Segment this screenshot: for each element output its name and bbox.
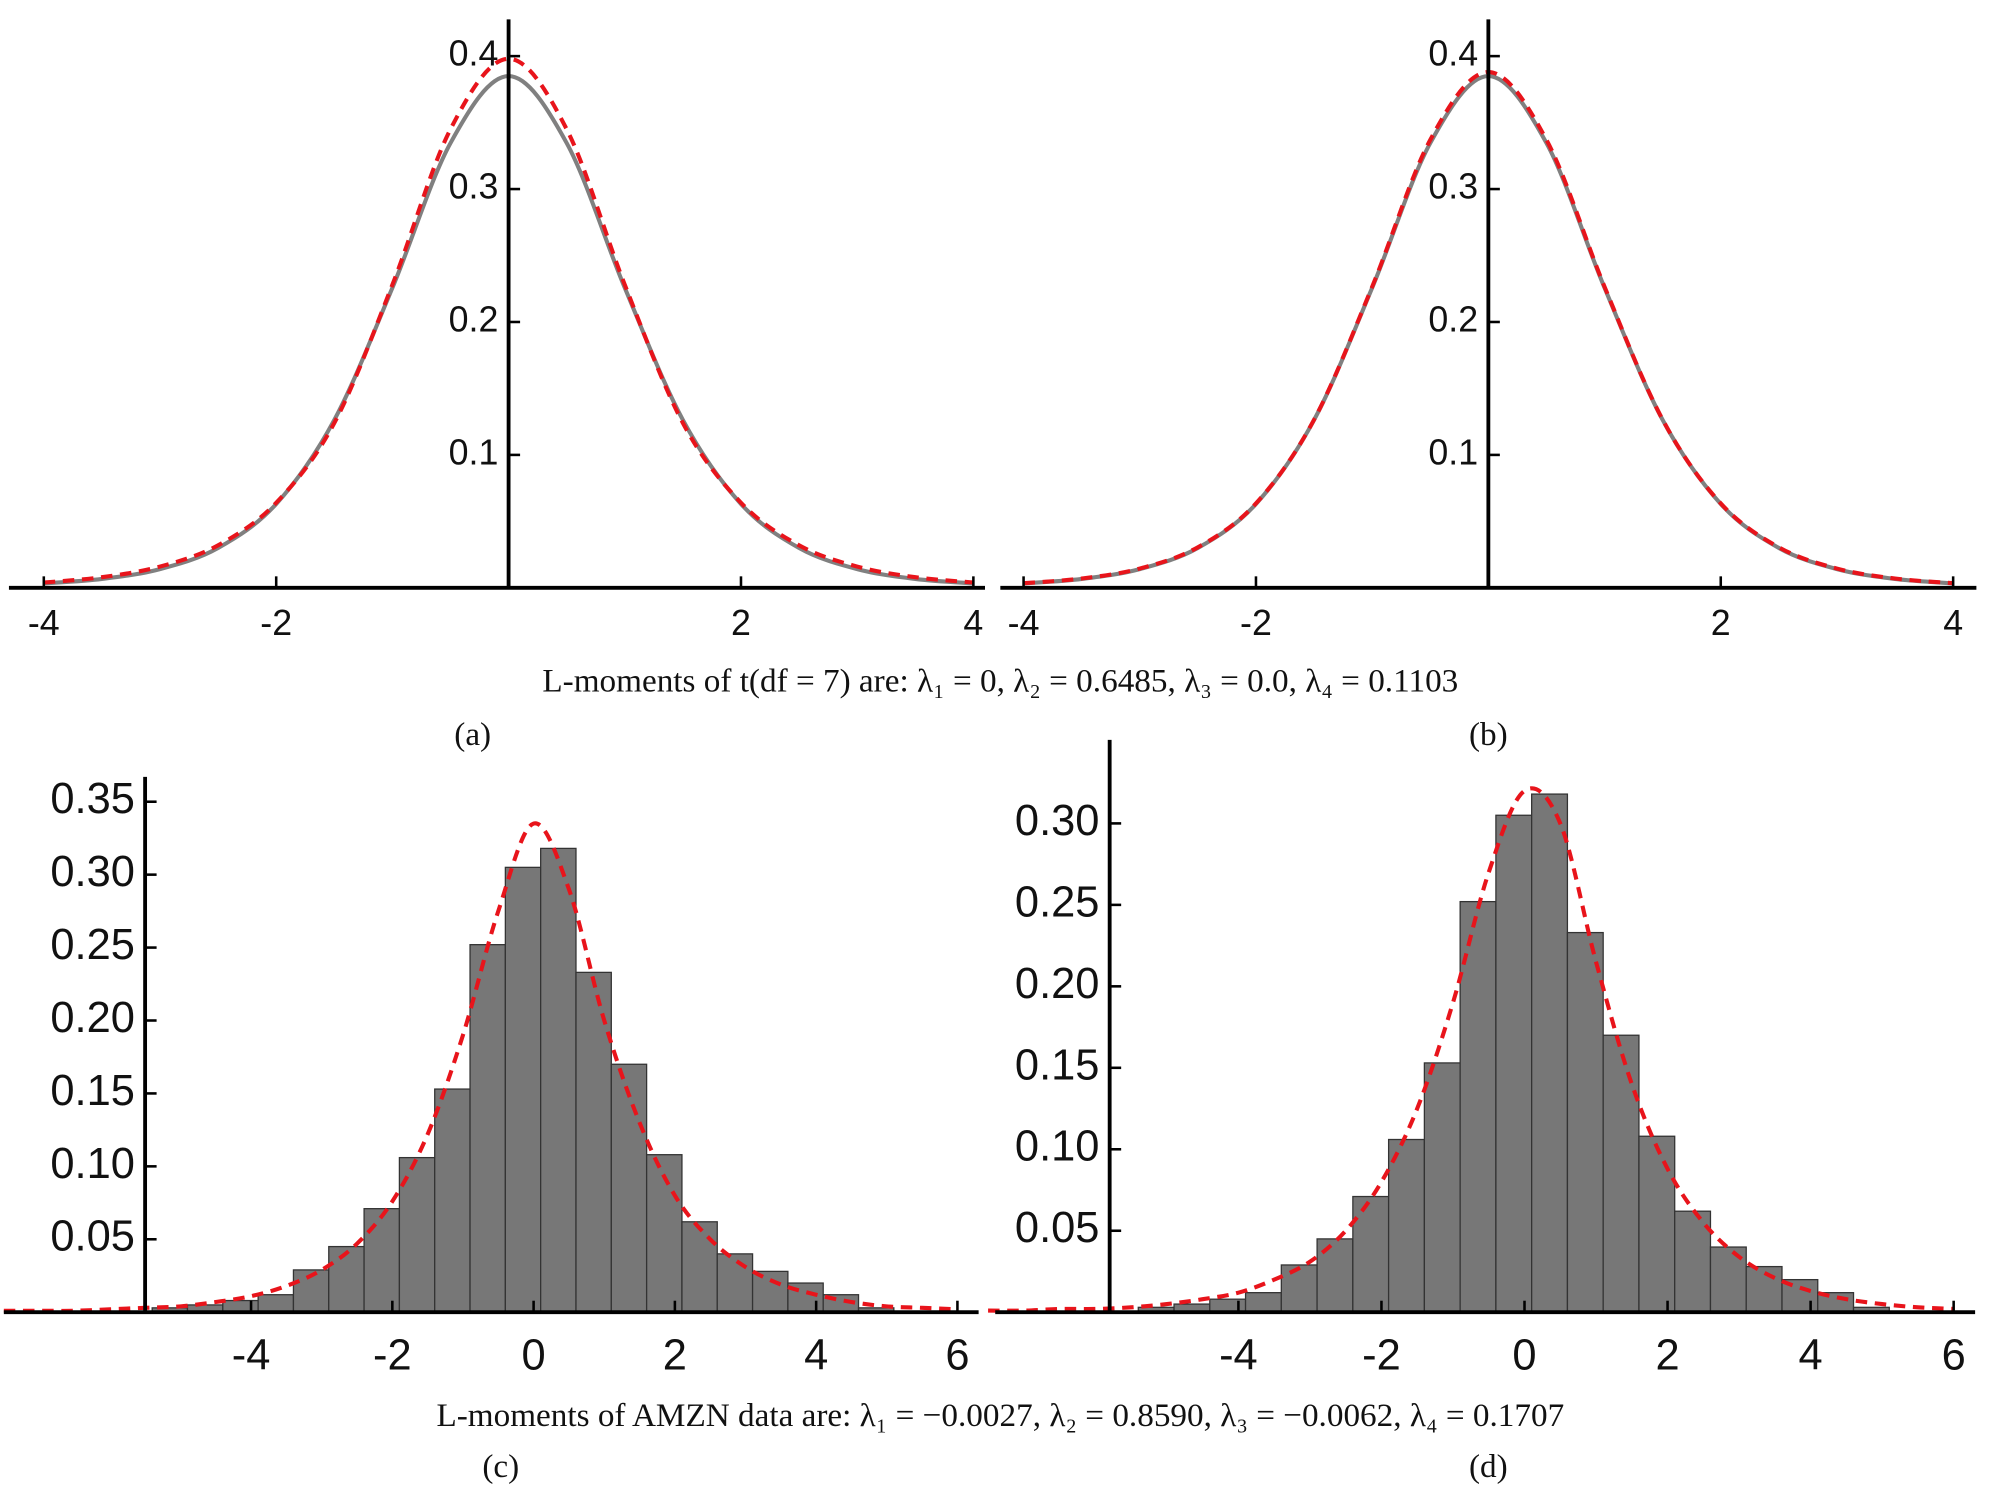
- bar: [1674, 1210, 1712, 1313]
- bar: [504, 866, 542, 1313]
- x-tick-label: 4: [804, 1331, 828, 1379]
- x-tick-label: -4: [1219, 1331, 1258, 1379]
- bar: [751, 1270, 789, 1313]
- y-tick-label: 0.25: [50, 921, 135, 969]
- y-tick-label: 0.10: [50, 1140, 135, 1188]
- x-tick-label: -4: [1008, 603, 1040, 643]
- x-tick-label: -4: [28, 603, 60, 643]
- y-tick-label: 0.3: [449, 167, 499, 207]
- y-tick-label: 0.1: [449, 432, 499, 472]
- bar: [1602, 1034, 1640, 1313]
- bar: [363, 1208, 401, 1313]
- bar: [1566, 931, 1604, 1313]
- panel-label: (b): [1469, 716, 1508, 753]
- panel-label: (a): [454, 716, 491, 753]
- x-tick-label: 6: [1942, 1331, 1966, 1379]
- bar: [1459, 900, 1497, 1313]
- x-tick-label: -2: [1240, 603, 1272, 643]
- x-tick-label: -2: [260, 603, 292, 643]
- bar: [1244, 1292, 1282, 1313]
- bar: [1387, 1138, 1426, 1313]
- y-tick-label: 0.05: [1015, 1204, 1100, 1252]
- bar: [1495, 814, 1533, 1313]
- x-tick-label: 2: [731, 603, 751, 643]
- caption: L-moments of AMZN data are: λ₁ = −0.0027…: [436, 1397, 1564, 1434]
- caption: L-moments of t(df = 7) are: λ₁ = 0, λ₂ =…: [542, 662, 1458, 699]
- bar: [469, 944, 506, 1313]
- y-tick-label: 0.3: [1428, 167, 1478, 207]
- y-tick-label: 0.10: [1015, 1123, 1100, 1171]
- y-tick-label: 0.30: [1015, 797, 1100, 845]
- curve: [3, 821, 958, 1313]
- x-tick-label: -2: [373, 1331, 412, 1379]
- x-tick-label: 0: [1512, 1331, 1536, 1379]
- x-tick-label: 2: [1655, 1331, 1679, 1379]
- bar: [434, 1088, 471, 1313]
- bar: [1316, 1238, 1354, 1313]
- y-tick-label: 0.20: [50, 994, 135, 1042]
- y-tick-label: 0.4: [1428, 34, 1478, 74]
- y-tick-label: 0.1: [1428, 432, 1478, 472]
- y-tick-label: 0.05: [50, 1213, 135, 1261]
- bar: [681, 1221, 718, 1313]
- x-tick-label: 2: [1711, 603, 1731, 643]
- bar: [1745, 1265, 1783, 1313]
- y-tick-label: 0.20: [1015, 960, 1100, 1008]
- panel-label: (c): [482, 1448, 519, 1485]
- bar: [1352, 1195, 1390, 1313]
- y-tick-label: 0.30: [50, 848, 135, 896]
- x-tick-label: -2: [1362, 1331, 1401, 1379]
- x-tick-label: 4: [1799, 1331, 1823, 1379]
- y-tick-label: 0.35: [50, 775, 135, 823]
- y-tick-label: 0.15: [1015, 1041, 1100, 1089]
- bar: [328, 1245, 365, 1313]
- bar: [1280, 1264, 1318, 1313]
- bar: [1423, 1062, 1461, 1313]
- bar: [1638, 1135, 1676, 1313]
- curve: [988, 786, 1954, 1313]
- bar: [610, 1063, 648, 1313]
- bar: [257, 1294, 295, 1313]
- x-tick-label: 0: [522, 1331, 546, 1379]
- panel-label: (d): [1469, 1448, 1508, 1485]
- bar: [716, 1253, 754, 1313]
- y-tick-label: 0.25: [1015, 878, 1100, 926]
- y-tick-label: 0.2: [1428, 299, 1478, 339]
- x-tick-label: 6: [945, 1331, 969, 1379]
- bar: [1209, 1298, 1247, 1313]
- x-tick-label: -4: [232, 1331, 271, 1379]
- y-tick-label: 0.15: [50, 1067, 135, 1115]
- bar: [540, 847, 577, 1313]
- y-tick-label: 0.4: [449, 34, 499, 74]
- y-tick-label: 0.2: [449, 299, 499, 339]
- bar: [1531, 793, 1569, 1313]
- x-tick-label: 2: [663, 1331, 687, 1379]
- x-tick-label: 4: [1943, 603, 1963, 643]
- x-tick-label: 4: [963, 603, 983, 643]
